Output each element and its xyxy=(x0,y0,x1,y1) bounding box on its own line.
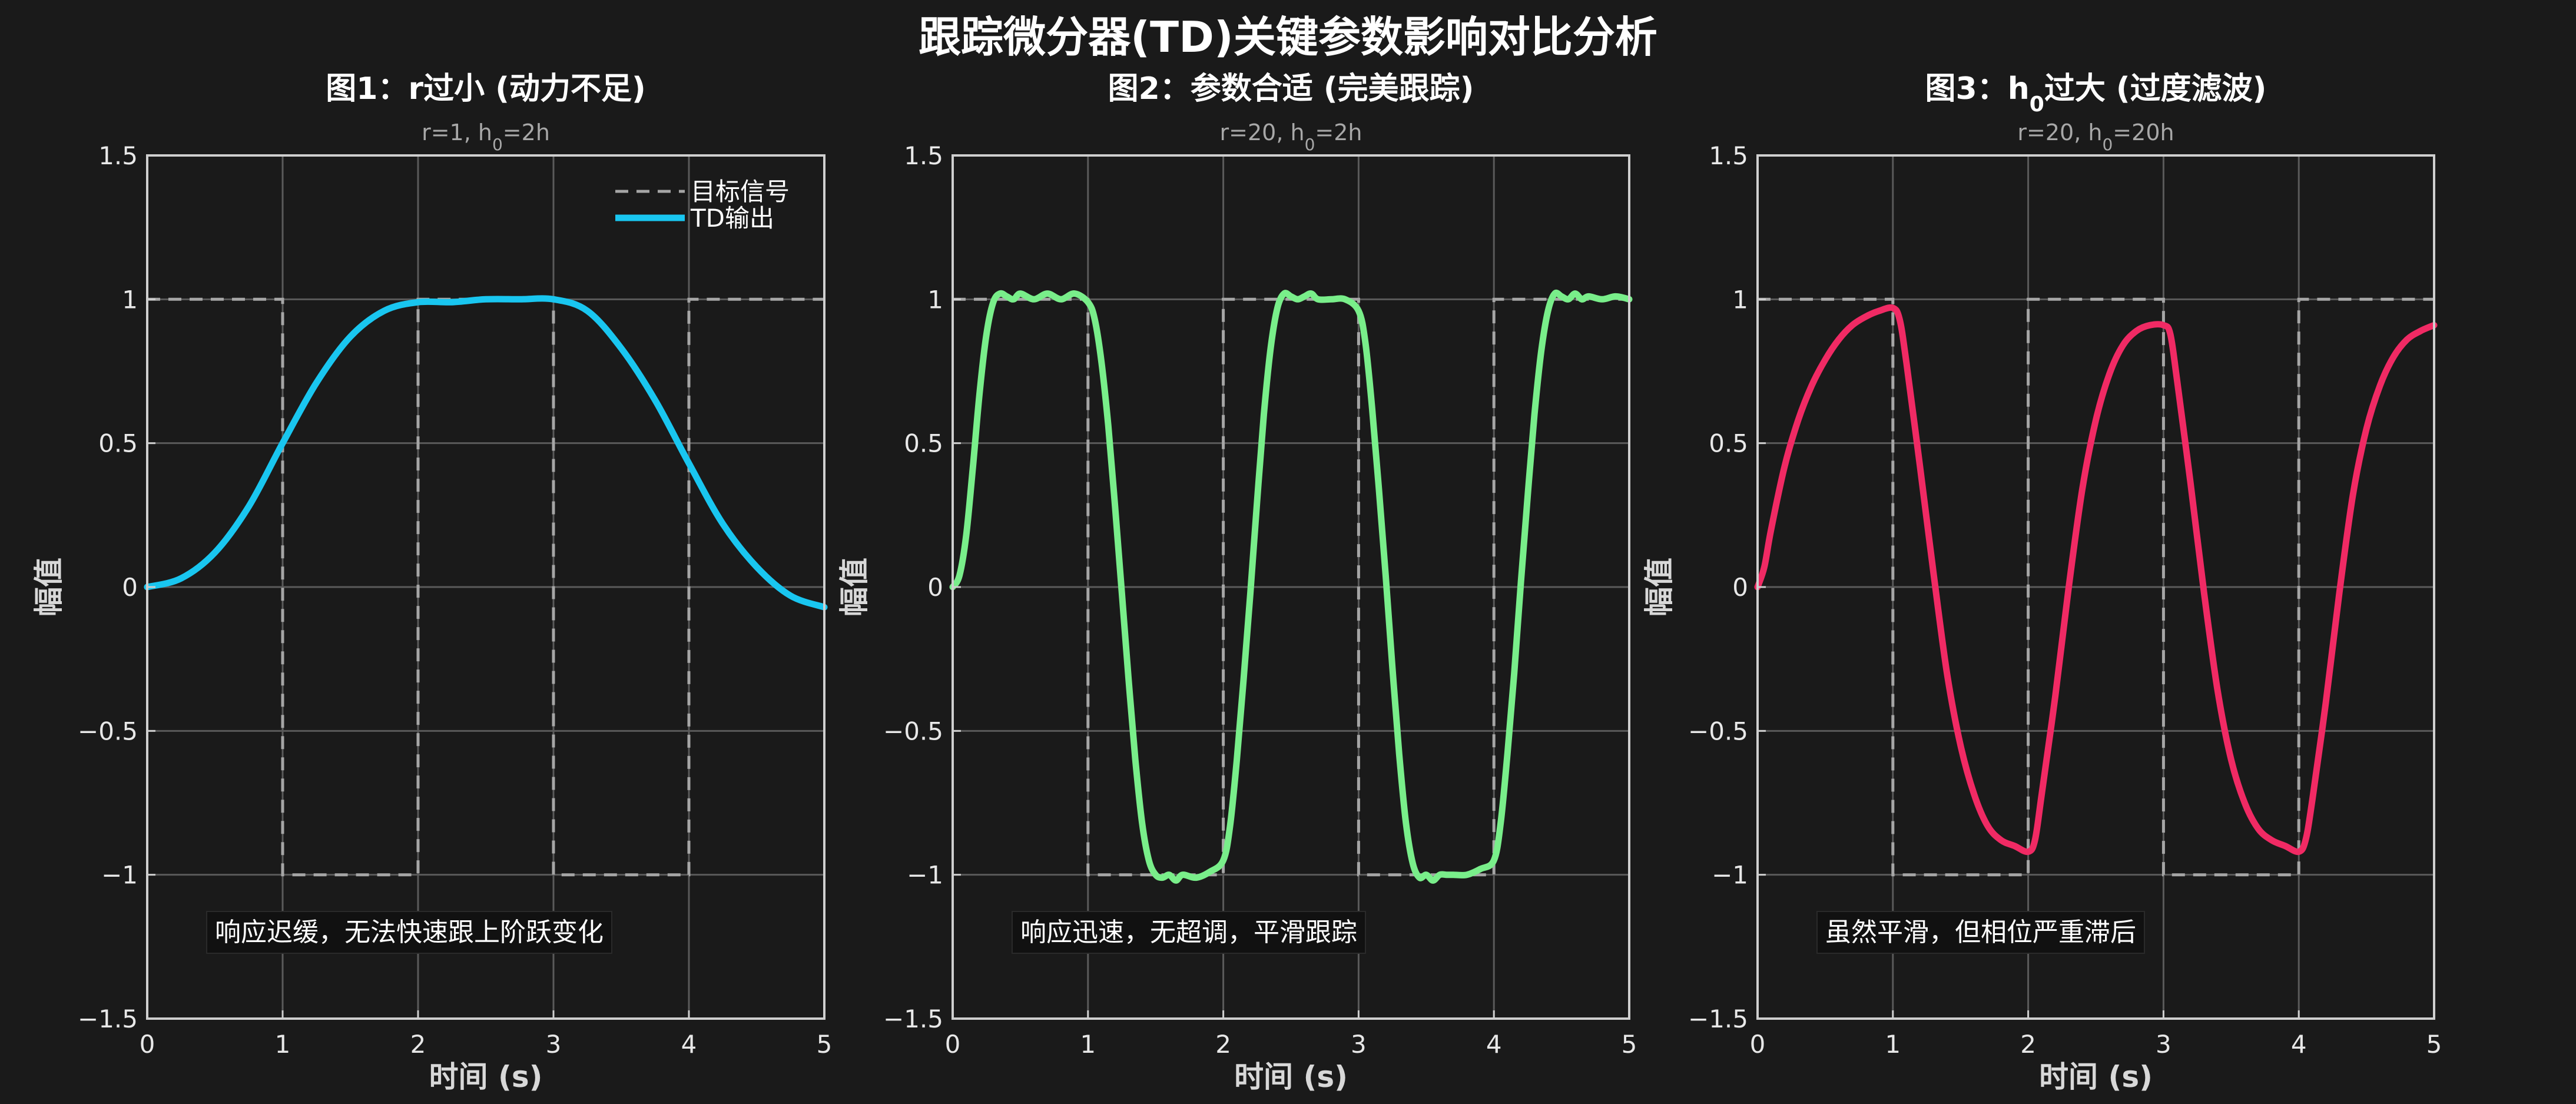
panel-title: 图3：h0过大 (过度滤波) xyxy=(1925,71,2267,117)
x-tick-label: 0 xyxy=(1750,1030,1766,1059)
annotation-text: 响应迅速，无超调，平滑跟踪 xyxy=(1020,917,1357,947)
y-axis-label: 幅值 xyxy=(1642,558,1676,616)
x-axis-label: 时间 (s) xyxy=(429,1060,543,1094)
y-axis-label: 幅值 xyxy=(32,558,66,616)
y-tick-label: −0.5 xyxy=(78,717,138,745)
x-tick-label: 4 xyxy=(2291,1030,2307,1059)
annotation-box xyxy=(1012,911,1366,954)
legend-label-target: 目标信号 xyxy=(691,177,790,206)
y-tick-label: 1.5 xyxy=(904,141,943,170)
x-tick-label: 5 xyxy=(1622,1030,1637,1059)
annotation-text: 响应迟缓，无法快速跟上阶跃变化 xyxy=(215,917,604,947)
series-td-output xyxy=(144,295,828,611)
y-tick-label: 0.5 xyxy=(98,429,138,458)
x-tick-label: 3 xyxy=(1351,1030,1367,1059)
y-tick-label: −1 xyxy=(907,861,943,890)
y-tick-label: −1.5 xyxy=(883,1004,943,1033)
x-tick-label: 5 xyxy=(2426,1030,2442,1059)
y-tick-label: 0 xyxy=(122,573,138,602)
x-axis-label: 时间 (s) xyxy=(1234,1060,1348,1094)
y-tick-label: −0.5 xyxy=(1688,717,1748,745)
chart-panel-2: 0 1 2 3 4 5 1.5 1 0.5 0 −0.5 −1 −1.5 时间 (s) 幅值 xyxy=(837,141,1637,1094)
y-tick-label: 1 xyxy=(1732,285,1748,314)
x-tick-label: 4 xyxy=(1486,1030,1502,1059)
annotation-box xyxy=(206,911,612,954)
y-tick-label: 1 xyxy=(927,285,943,314)
y-tick-label: −0.5 xyxy=(883,717,943,745)
y-tick-label: −1 xyxy=(101,861,138,890)
x-tick-label: 3 xyxy=(546,1030,562,1059)
x-tick-label: 2 xyxy=(1215,1030,1231,1059)
legend-label-td: TD输出 xyxy=(690,204,774,233)
series-target-signal xyxy=(1758,297,2434,877)
y-tick-label: 1.5 xyxy=(98,141,138,170)
x-tick-label: 3 xyxy=(2156,1030,2171,1059)
figure-title: 跟踪微分器(TD)关键参数影响对比分析 xyxy=(919,12,1657,62)
y-tick-label: 1.5 xyxy=(1709,141,1748,170)
y-tick-label: 0 xyxy=(1732,573,1748,602)
chart-panel-3: 0 1 2 3 4 5 1.5 1 0.5 0 −0.5 −1 −1.5 时间 (s) 幅值 xyxy=(1642,141,2442,1094)
x-tick-label: 0 xyxy=(945,1030,961,1059)
annotation-text: 虽然平滑，但相位严重滞后 xyxy=(1825,917,2136,947)
y-tick-label: 0.5 xyxy=(904,429,943,458)
x-tick-label: 1 xyxy=(275,1030,291,1059)
x-tick-label: 5 xyxy=(817,1030,833,1059)
series-td-output xyxy=(1754,304,2438,856)
x-tick-label: 2 xyxy=(410,1030,426,1059)
annotation-box xyxy=(1816,911,2145,954)
y-tick-label: 0.5 xyxy=(1709,429,1748,458)
y-tick-label: −1 xyxy=(1712,861,1748,890)
x-tick-label: 1 xyxy=(1885,1030,1901,1059)
panel-subtitle: r=20, h0=2h xyxy=(1220,120,1362,154)
y-tick-label: 1 xyxy=(122,285,138,314)
panel-subtitle: r=1, h0=2h xyxy=(422,120,550,154)
y-tick-label: −1.5 xyxy=(78,1004,138,1033)
y-tick-label: −1.5 xyxy=(1688,1004,1748,1033)
y-axis-label: 幅值 xyxy=(837,558,871,616)
y-tick-label: 0 xyxy=(927,573,943,602)
x-axis-label: 时间 (s) xyxy=(2039,1060,2153,1094)
series-td-output xyxy=(949,289,1633,884)
panel-subtitle: r=20, h0=20h xyxy=(2017,120,2174,154)
panel-title: 图1：r过小 (动力不足) xyxy=(326,71,645,107)
x-tick-label: 0 xyxy=(140,1030,155,1059)
panel-title: 图2：参数合适 (完美跟踪) xyxy=(1108,71,1474,107)
x-tick-label: 2 xyxy=(2020,1030,2036,1059)
x-tick-label: 4 xyxy=(681,1030,697,1059)
x-tick-label: 1 xyxy=(1080,1030,1096,1059)
